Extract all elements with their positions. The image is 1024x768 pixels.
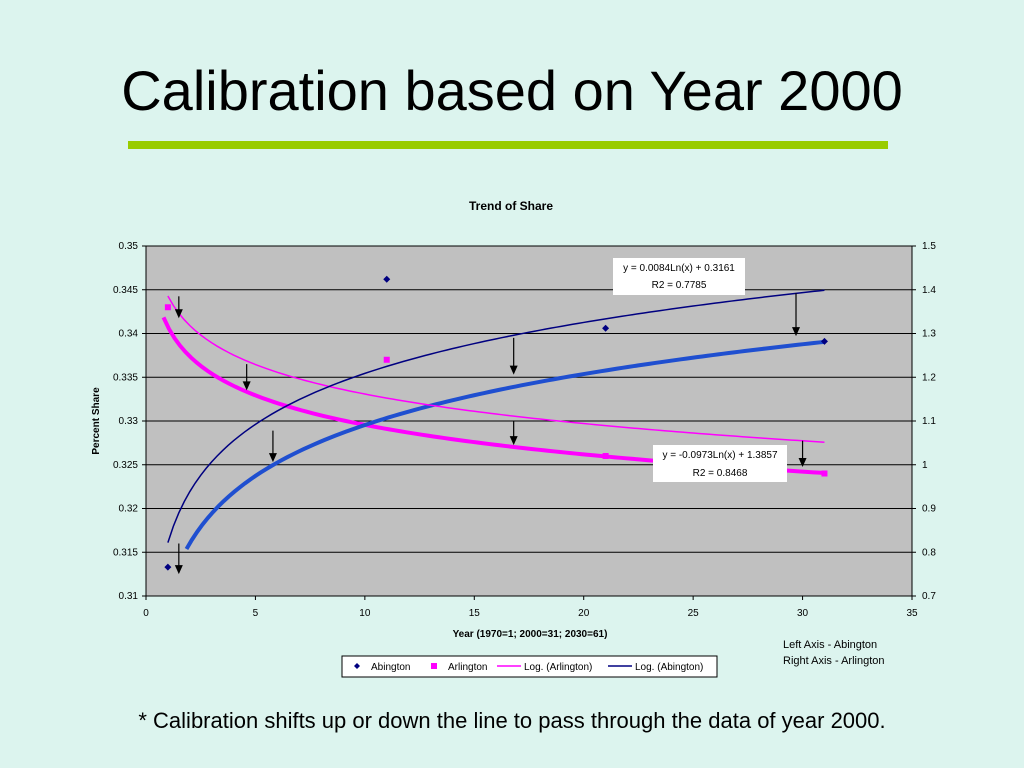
legend-log-abington-label: Log. (Abington) bbox=[635, 662, 703, 673]
y2-tick-label: 1.5 bbox=[922, 241, 936, 252]
arlington-point bbox=[602, 453, 609, 459]
legend-abington-marker bbox=[354, 663, 360, 669]
y2-tick-label: 1.1 bbox=[922, 416, 936, 427]
abington-point bbox=[820, 337, 828, 345]
abington-equation: y = 0.0084Ln(x) + 0.3161 bbox=[623, 263, 735, 274]
arlington-point bbox=[383, 356, 390, 363]
abington-point bbox=[164, 563, 172, 571]
shift-arrow-head bbox=[798, 457, 807, 467]
right-axis-note: Right Axis - Arlington bbox=[783, 655, 885, 667]
y-tick-label: 0.31 bbox=[119, 591, 139, 602]
shift-arrow-head bbox=[268, 453, 277, 463]
plot-layer: 0.31 0.315 0.32 0.325 0.33 0.335 0.34 0.345 0.35… bbox=[113, 241, 936, 619]
x-tick-label: 35 bbox=[906, 608, 918, 619]
arlington-equation: y = -0.0973Ln(x) + 1.3857 bbox=[662, 450, 778, 461]
arlington-r2: R2 = 0.8468 bbox=[693, 468, 748, 479]
x-tick-label: 20 bbox=[578, 608, 590, 619]
calibrated-abington-line bbox=[184, 339, 825, 551]
trend-chart: Trend of Share 0.310.3150.320.3250.330.3… bbox=[91, 199, 937, 678]
slide-caption: * Calibration shifts up or down the line… bbox=[138, 708, 886, 733]
y2-tick-label: 1 bbox=[922, 460, 928, 471]
y2-tick-label: 0.7 bbox=[922, 591, 936, 602]
y-tick-label: 0.325 bbox=[113, 460, 138, 471]
slide-title: Calibration based on Year 2000 bbox=[121, 59, 903, 122]
title-underline bbox=[128, 141, 888, 149]
log-abington--trendline bbox=[167, 289, 825, 543]
shift-arrow-head bbox=[174, 309, 183, 319]
legend-log-arlington-label: Log. (Arlington) bbox=[524, 662, 592, 673]
shift-arrow-head bbox=[509, 365, 518, 375]
y-tick-label: 0.335 bbox=[113, 372, 138, 383]
y2-tick-label: 1.2 bbox=[922, 372, 936, 383]
x-tick-label: 15 bbox=[469, 608, 481, 619]
y2-tick-label: 1.4 bbox=[922, 285, 936, 296]
legend-abington-label: Abington bbox=[371, 662, 410, 673]
x-tick-label: 25 bbox=[688, 608, 700, 619]
x-tick-label: 0 bbox=[143, 608, 149, 619]
legend-arlington-marker bbox=[431, 663, 437, 669]
shift-arrow-head bbox=[509, 436, 518, 446]
y-tick-label: 0.315 bbox=[113, 547, 138, 558]
shift-arrow-head bbox=[242, 381, 251, 391]
shift-arrow-head bbox=[174, 565, 183, 575]
abington-point bbox=[602, 324, 610, 332]
left-axis-note: Left Axis - Abington bbox=[783, 639, 878, 651]
abington-equation-box: y = 0.0084Ln(x) + 0.3161 R2 = 0.7785 bbox=[613, 258, 745, 295]
y2-tick-label: 0.8 bbox=[922, 547, 936, 558]
arlington-point bbox=[164, 304, 171, 311]
abington-r2: R2 = 0.7785 bbox=[652, 280, 707, 291]
shift-arrow-head bbox=[792, 327, 801, 337]
arlington-equation-box: y = -0.0973Ln(x) + 1.3857 R2 = 0.8468 bbox=[653, 445, 787, 482]
y-tick-label: 0.34 bbox=[119, 329, 139, 340]
abington-point bbox=[383, 275, 391, 283]
y2-tick-label: 1.3 bbox=[922, 329, 936, 340]
y-tick-label: 0.345 bbox=[113, 285, 138, 296]
x-tick-label: 5 bbox=[253, 608, 259, 619]
legend: Abington Arlington Log. (Arlington) Log.… bbox=[341, 655, 718, 678]
y-axis-label: Percent Share bbox=[91, 387, 102, 455]
x-tick-label: 10 bbox=[359, 608, 371, 619]
y-tick-label: 0.35 bbox=[119, 241, 139, 252]
arlington-point bbox=[821, 470, 828, 477]
x-axis-label: Year (1970=1; 2000=31; 2030=61) bbox=[453, 629, 608, 640]
chart-title: Trend of Share bbox=[469, 199, 553, 213]
x-tick-label: 30 bbox=[797, 608, 809, 619]
y-tick-label: 0.33 bbox=[119, 416, 139, 427]
y-tick-label: 0.32 bbox=[119, 504, 139, 515]
legend-arlington-label: Arlington bbox=[448, 662, 487, 673]
y2-tick-label: 0.9 bbox=[922, 504, 936, 515]
log-arlington--trendline bbox=[167, 295, 825, 443]
